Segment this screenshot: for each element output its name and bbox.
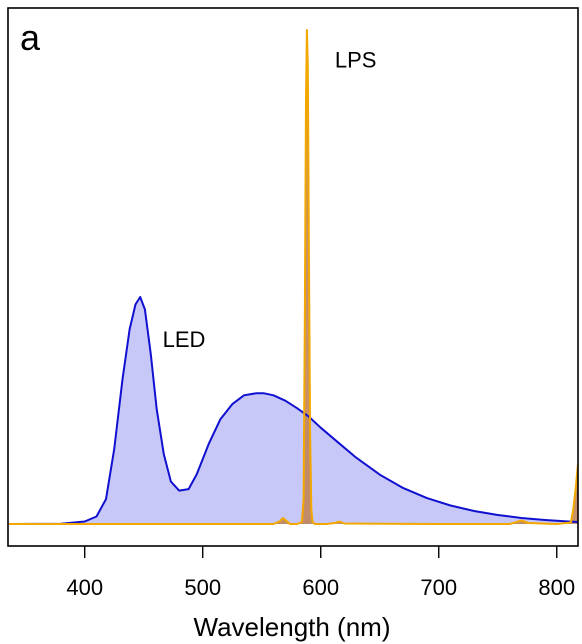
series-area-led [8,297,578,524]
x-axis: 400 500 600 700 800 [66,546,575,600]
series-layer [8,29,578,525]
x-tick-label-500: 500 [184,575,221,600]
x-tick-label-400: 400 [66,575,103,600]
x-tick-label-700: 700 [420,575,457,600]
panel-label: a [20,17,41,58]
series-line-led [8,296,578,525]
x-axis-title: Wavelength (nm) [194,612,391,642]
annotation-lps: LPS [335,47,377,72]
x-tick-label-800: 800 [538,575,575,600]
annotation-led: LED [163,327,206,352]
annotation-layer: LPS LED [163,47,377,351]
series-line-lps [8,29,578,525]
plot-frame [7,7,579,547]
x-tick-label-600: 600 [302,575,339,600]
